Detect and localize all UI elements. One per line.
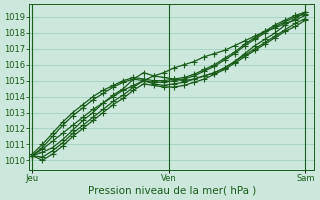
X-axis label: Pression niveau de la mer( hPa ): Pression niveau de la mer( hPa ) [88, 186, 256, 196]
